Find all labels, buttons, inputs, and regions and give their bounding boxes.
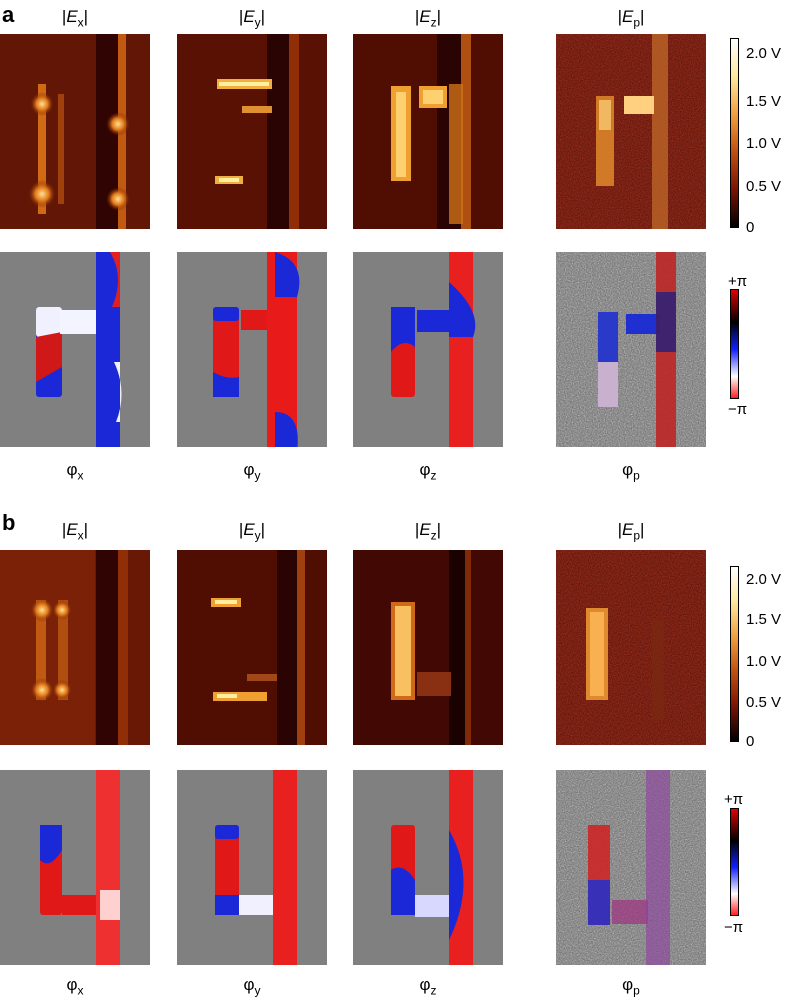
phase-colorbar-a xyxy=(730,289,739,399)
cb-tick-a-2: 1.0 V xyxy=(746,135,782,152)
cb-tick-b-1: 1.5 V xyxy=(746,611,782,628)
amp-map-ez-b xyxy=(353,550,503,745)
cb-tick-b-3: 0.5 V xyxy=(746,694,782,711)
phase-map-phix-a xyxy=(0,252,150,447)
label-phip-a: φp xyxy=(622,460,640,483)
label-phiy-a: φy xyxy=(243,460,261,483)
amp-map-ey-a xyxy=(177,34,327,229)
cb-tick-a-0: 2.0 V xyxy=(746,45,782,62)
title-ex-a: |Ex| xyxy=(61,7,89,30)
label-phip-b: φp xyxy=(622,975,640,998)
label-phiz-b: φz xyxy=(419,975,437,998)
phase-map-phix-b xyxy=(0,770,150,965)
title-ez-b: |Ez| xyxy=(414,520,442,543)
amp-map-ex-a xyxy=(0,34,150,229)
cb-tick-a-1: 1.5 V xyxy=(746,93,782,110)
amp-map-ex-b xyxy=(0,550,150,745)
phase-map-phiz-a xyxy=(353,252,503,447)
amp-colorbar-a xyxy=(730,38,739,228)
title-ez-a: |Ez| xyxy=(414,7,442,30)
title-ep-b: |Ep| xyxy=(617,520,645,543)
phase-map-phip-b xyxy=(556,770,706,965)
phase-map-phiy-a xyxy=(177,252,327,447)
amp-map-ep-b xyxy=(556,550,706,745)
cb-tick-b-2: 1.0 V xyxy=(746,653,782,670)
cb-tick-b-4: 0 xyxy=(746,733,755,750)
panel-label-a: a xyxy=(2,2,15,27)
phase-cb-tick-b-bottom: −π xyxy=(724,919,744,936)
phase-cb-tick-a-bottom: −π xyxy=(728,401,748,418)
title-ex-b: |Ex| xyxy=(61,520,89,543)
title-ey-b: |Ey| xyxy=(238,520,266,543)
cb-tick-a-4: 0 xyxy=(746,219,755,236)
title-ep-a: |Ep| xyxy=(617,7,645,30)
cb-tick-b-0: 2.0 V xyxy=(746,571,782,588)
amp-colorbar-b xyxy=(730,566,739,742)
label-phix-a: φx xyxy=(66,460,84,483)
phase-colorbar-b xyxy=(730,808,739,916)
label-phiy-b: φy xyxy=(243,975,261,998)
cb-tick-a-3: 0.5 V xyxy=(746,178,782,195)
phase-map-phip-a xyxy=(556,252,706,447)
phase-map-phiy-b xyxy=(177,770,327,965)
phase-cb-tick-b-top: +π xyxy=(724,791,744,808)
phase-map-phiz-b xyxy=(353,770,503,965)
amp-map-ep-a xyxy=(556,34,706,229)
label-phiz-a: φz xyxy=(419,460,437,483)
title-ey-a: |Ey| xyxy=(238,7,266,30)
panel-label-b: b xyxy=(2,510,16,535)
amp-map-ey-b xyxy=(177,550,327,745)
amp-map-ez-a xyxy=(353,34,503,229)
phase-cb-tick-a-top: +π xyxy=(728,273,748,290)
label-phix-b: φx xyxy=(66,975,84,998)
